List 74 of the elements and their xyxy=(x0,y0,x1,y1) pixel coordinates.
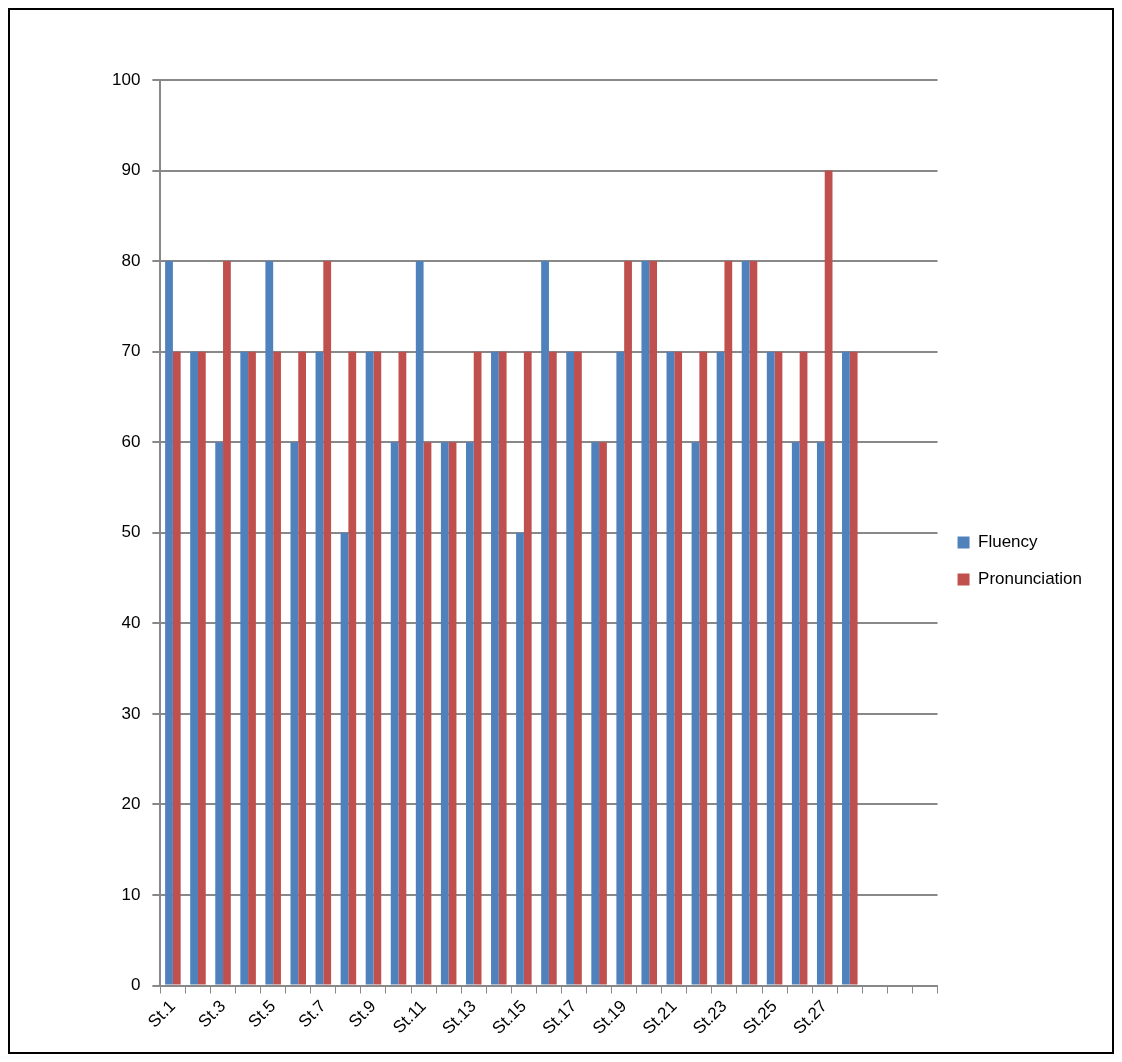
bar xyxy=(298,351,307,985)
bar xyxy=(799,351,808,985)
bar xyxy=(716,351,725,985)
x-tick-label: St.1 xyxy=(144,996,180,1032)
bar xyxy=(816,442,825,985)
bar xyxy=(398,351,407,985)
bar xyxy=(215,442,224,985)
bar xyxy=(273,351,281,985)
bar xyxy=(373,351,382,985)
bar xyxy=(498,351,507,985)
bar xyxy=(440,442,449,985)
y-tick-label: 30 xyxy=(121,703,141,723)
bar xyxy=(641,261,650,985)
bar xyxy=(674,351,683,985)
bar xyxy=(340,532,349,985)
bar xyxy=(649,261,658,985)
y-tick-label: 50 xyxy=(121,522,141,542)
bar xyxy=(749,261,758,985)
bar xyxy=(523,351,532,985)
y-tick-label: 20 xyxy=(121,794,141,814)
bar xyxy=(516,532,524,985)
bar xyxy=(574,351,582,985)
bar xyxy=(290,442,299,985)
bar xyxy=(172,351,181,985)
bar xyxy=(315,351,324,985)
y-tick-label: 100 xyxy=(111,69,141,89)
x-tick-label: St.7 xyxy=(294,996,330,1032)
y-tick-label: 10 xyxy=(121,884,141,904)
y-tick-label: 90 xyxy=(121,160,141,180)
bar xyxy=(699,351,708,985)
bar xyxy=(599,442,607,985)
bar xyxy=(824,170,833,985)
bar xyxy=(541,261,549,985)
y-tick-label: 80 xyxy=(121,250,141,270)
bar xyxy=(190,351,198,985)
bar xyxy=(423,442,432,985)
bar xyxy=(365,351,374,985)
bar xyxy=(774,351,783,985)
y-tick-label: 40 xyxy=(121,612,141,632)
bar xyxy=(473,351,482,985)
bar xyxy=(666,351,675,985)
y-tick-label: 60 xyxy=(121,431,141,451)
bar xyxy=(248,351,256,985)
bar xyxy=(548,351,557,985)
bar xyxy=(624,261,632,985)
bar xyxy=(197,351,206,985)
bar xyxy=(791,442,800,985)
bar xyxy=(724,261,733,985)
x-tick-label: St.3 xyxy=(194,996,230,1032)
y-tick-label: 0 xyxy=(130,975,141,995)
x-tick-label: St.9 xyxy=(344,996,380,1032)
bar xyxy=(448,442,457,985)
bar xyxy=(566,351,575,985)
bar xyxy=(390,442,399,985)
bar xyxy=(741,261,750,985)
bar xyxy=(323,261,332,985)
bar xyxy=(691,442,700,985)
legend-label: Pronunciation xyxy=(978,569,1083,589)
legend-label: Fluency xyxy=(978,532,1039,552)
bar xyxy=(766,351,775,985)
y-tick-label: 70 xyxy=(121,341,141,361)
bar xyxy=(465,442,474,985)
bar xyxy=(842,351,850,985)
x-tick-label: St.5 xyxy=(244,996,280,1032)
bar xyxy=(165,261,173,985)
bar xyxy=(616,351,625,985)
bar xyxy=(348,351,357,985)
bar xyxy=(491,351,499,985)
bar xyxy=(223,261,231,985)
bar xyxy=(849,351,858,985)
bar xyxy=(591,442,600,985)
bar xyxy=(240,351,249,985)
bar xyxy=(265,261,274,985)
bar xyxy=(415,261,424,985)
